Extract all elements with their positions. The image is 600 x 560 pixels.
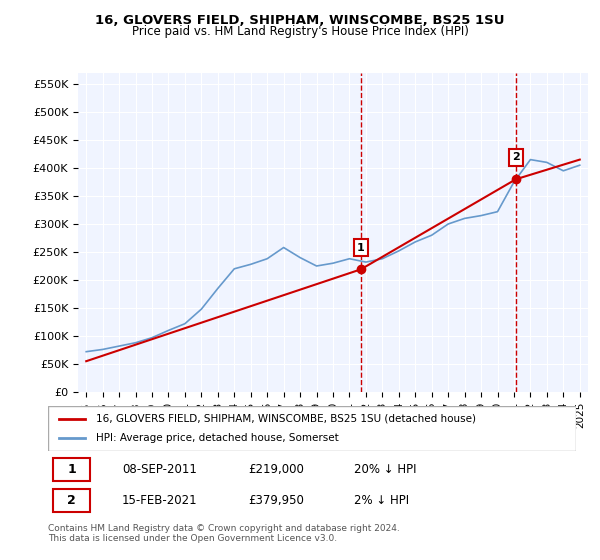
Text: 08-SEP-2011: 08-SEP-2011	[122, 463, 197, 476]
Text: 15-FEB-2021: 15-FEB-2021	[122, 494, 197, 507]
FancyBboxPatch shape	[53, 458, 90, 481]
Text: £219,000: £219,000	[248, 463, 305, 476]
Text: 2: 2	[67, 494, 76, 507]
Text: Price paid vs. HM Land Registry's House Price Index (HPI): Price paid vs. HM Land Registry's House …	[131, 25, 469, 38]
Text: £379,950: £379,950	[248, 494, 305, 507]
FancyBboxPatch shape	[48, 406, 576, 451]
Text: 2: 2	[512, 152, 520, 162]
Text: Contains HM Land Registry data © Crown copyright and database right 2024.
This d: Contains HM Land Registry data © Crown c…	[48, 524, 400, 543]
FancyBboxPatch shape	[53, 489, 90, 512]
Text: 20% ↓ HPI: 20% ↓ HPI	[354, 463, 417, 476]
Text: 1: 1	[67, 463, 76, 476]
Text: 16, GLOVERS FIELD, SHIPHAM, WINSCOMBE, BS25 1SU: 16, GLOVERS FIELD, SHIPHAM, WINSCOMBE, B…	[95, 14, 505, 27]
Text: 16, GLOVERS FIELD, SHIPHAM, WINSCOMBE, BS25 1SU (detached house): 16, GLOVERS FIELD, SHIPHAM, WINSCOMBE, B…	[95, 413, 476, 423]
Text: 1: 1	[357, 242, 365, 253]
Text: 2% ↓ HPI: 2% ↓ HPI	[354, 494, 409, 507]
Text: HPI: Average price, detached house, Somerset: HPI: Average price, detached house, Some…	[95, 433, 338, 444]
